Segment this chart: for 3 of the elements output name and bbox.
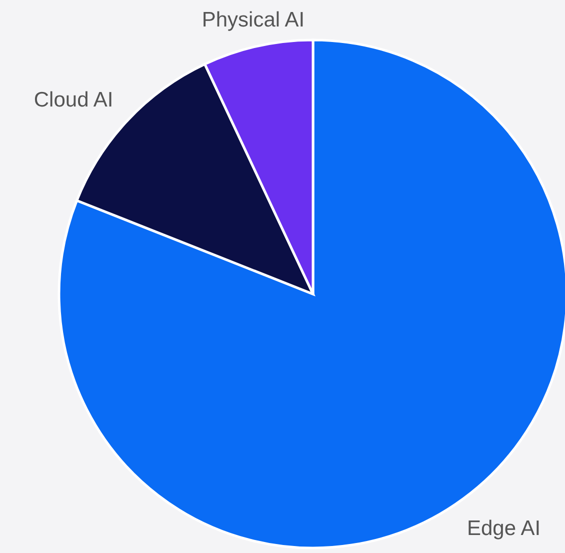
slice-label: Edge AI — [467, 517, 541, 540]
slice-label: Physical AI — [202, 8, 305, 32]
slice-label: Cloud AI — [34, 88, 114, 112]
